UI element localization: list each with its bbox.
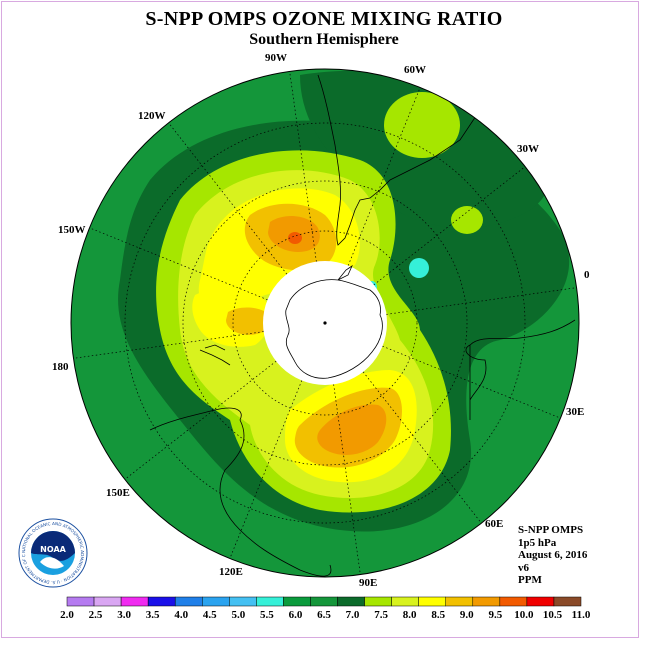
colorbar-swatch	[310, 596, 338, 607]
colorbar-tick-label: 8.0	[403, 609, 417, 621]
lon-label-120w: 120W	[138, 110, 166, 122]
colorbar-tick-label: 10.5	[543, 609, 563, 621]
meridian-line	[124, 360, 277, 480]
lon-label-150w: 150W	[58, 224, 86, 236]
logo-text: NOAA	[40, 545, 66, 554]
meridian-line	[373, 166, 526, 286]
level-7p5-patch-north	[384, 92, 460, 158]
lon-label-30e: 30E	[566, 406, 585, 418]
colorbar-swatch	[472, 596, 501, 607]
colorbar	[66, 596, 582, 607]
colorbar-tick-label: 10.0	[514, 609, 534, 621]
colorbar-tick-label: 2.5	[89, 609, 103, 621]
colorbar-swatch	[445, 596, 474, 607]
map-boundary	[70, 68, 580, 578]
colorbar-swatch	[499, 596, 528, 607]
colorbar-swatch	[364, 596, 392, 607]
page-frame	[1, 1, 639, 638]
level-10p0-max	[288, 232, 302, 244]
colorbar-tick-label: 6.0	[289, 609, 303, 621]
colorbar-swatch	[337, 596, 365, 607]
latitude-ring-inner	[232, 230, 418, 416]
level-7p5-patch-east	[451, 206, 483, 234]
meridian-line	[362, 371, 482, 524]
colorbar-tick-label: 8.5	[431, 609, 445, 621]
australia-outline	[149, 407, 332, 577]
meridian-line	[229, 380, 303, 559]
south-america-outline	[317, 74, 501, 246]
meridian-line	[73, 331, 264, 359]
lon-label-150e: 150E	[106, 487, 130, 499]
colorbar-swatch	[174, 596, 203, 607]
lon-label-60e: 60E	[485, 518, 504, 530]
lon-label-30w: 30W	[517, 143, 539, 155]
level-5p5-patch	[409, 258, 429, 278]
meridian-line	[289, 71, 317, 262]
lon-label-60w: 60W	[404, 64, 426, 76]
colorbar-tick-label: 2.0	[60, 609, 74, 621]
colorbar-tick-label: 5.0	[231, 609, 245, 621]
lon-label-120e: 120E	[219, 566, 243, 578]
lon-label-0: 0	[584, 269, 590, 281]
colorbar-swatch	[391, 596, 419, 607]
level-9p5-south	[317, 404, 387, 455]
lon-label-90w: 90W	[265, 52, 287, 64]
lon-label-180: 180	[52, 361, 69, 373]
info-date: August 6, 2016	[518, 549, 588, 561]
colorbar-tick-label: 4.5	[203, 609, 217, 621]
colorbar-swatch	[283, 596, 311, 607]
colorbar-swatch	[229, 596, 257, 607]
antarctica-outline	[285, 264, 383, 379]
africa-outline	[465, 319, 576, 420]
colorbar-tick-label: 3.5	[146, 609, 160, 621]
colorbar-tick-label: 9.0	[460, 609, 474, 621]
colorbar-swatch	[202, 596, 230, 607]
graticule	[73, 71, 577, 575]
lon-label-90e: 90E	[359, 577, 378, 589]
level-9p0-west	[226, 307, 271, 335]
ozone-field	[71, 69, 579, 577]
map-title: S-NPP OMPS OZONE MIXING RATIO	[145, 8, 503, 30]
meridian-line	[168, 122, 288, 275]
colorbar-labels: 2.0 2.5 3.0 3.5 4.0 4.5 5.0 5.5 6.0 6.5 7.0 7.5 8.0 8…	[60, 609, 591, 621]
colorbar-tick-label: 5.5	[260, 609, 274, 621]
latitude-ring-middle	[182, 180, 468, 466]
colorbar-swatch	[147, 596, 176, 607]
new-zealand-outline	[199, 344, 231, 366]
colorbar-swatch	[418, 596, 446, 607]
meridian-line	[382, 345, 561, 419]
colorbar-tick-label: 9.5	[488, 609, 502, 621]
latitude-ring-outer	[124, 122, 526, 524]
info-version: v6	[518, 561, 529, 574]
colorbar-tick-label: 7.5	[374, 609, 388, 621]
colorbar-tick-label: 3.0	[117, 609, 131, 621]
colorbar-tick-label: 11.0	[572, 609, 591, 621]
info-instrument: S-NPP OMPS	[518, 524, 584, 536]
product-info: S-NPP OMPS 1p5 hPa August 6, 2016 v6 PPM	[518, 524, 587, 587]
south-pole-marker	[323, 321, 327, 325]
meridians	[73, 71, 577, 575]
colorbar-tick-label: 7.0	[346, 609, 360, 621]
meridian-line	[333, 384, 361, 575]
colorbar-tick-label: 6.5	[317, 609, 331, 621]
colorbar-swatch	[93, 596, 122, 607]
info-units: PPM	[518, 574, 542, 586]
map-subtitle: Southern Hemisphere	[249, 31, 399, 48]
meridian-line	[386, 287, 577, 315]
colorbar-swatch	[120, 596, 149, 607]
colorbar-swatch	[553, 596, 582, 607]
colorbar-swatch	[256, 596, 284, 607]
colorbar-swatch	[526, 596, 555, 607]
colorbar-tick-label: 4.0	[174, 609, 188, 621]
noaa-logo: NATIONAL OCEANIC AND ATMOSPHERIC ADMINIS…	[18, 518, 88, 588]
info-pressure-level: 1p5 hPa	[518, 536, 557, 549]
colorbar-swatch	[66, 596, 95, 607]
